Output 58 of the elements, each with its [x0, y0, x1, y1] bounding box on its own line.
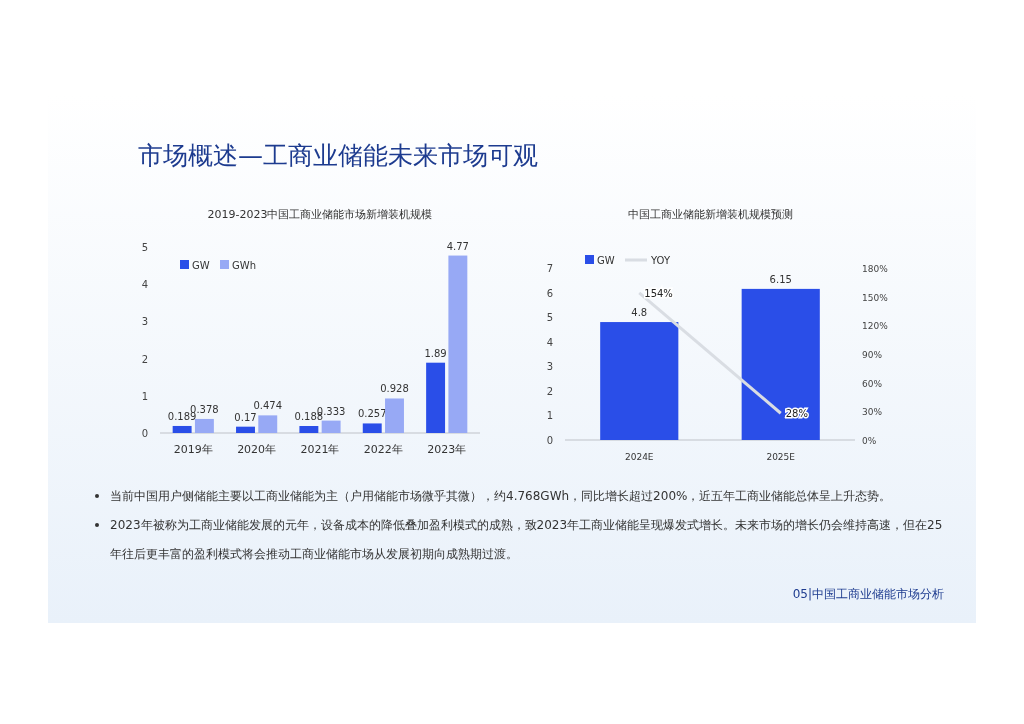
y2-tick-label: 180% — [862, 264, 889, 274]
y2-tick-label: 0% — [862, 436, 877, 446]
legend-label: GWh — [232, 260, 256, 271]
y-tick-label: 1 — [546, 410, 553, 422]
legend-label: GW — [192, 260, 210, 271]
y-tick-label: 1 — [141, 390, 148, 402]
y-tick-label: 4 — [141, 279, 148, 291]
y-tick-label: 5 — [141, 242, 148, 253]
y2-tick-label: 60% — [862, 378, 883, 389]
text: 市场概述—工商业储能未来市场可观 — [138, 141, 538, 170]
y-tick-label: 2 — [141, 353, 148, 365]
y2-tick-label: 90% — [862, 350, 883, 360]
data-label: 1.89 — [424, 347, 447, 359]
x-tick-label: 2020年 — [237, 443, 277, 456]
data-label: 4.77 — [446, 240, 469, 252]
x-tick-label: 2022年 — [363, 443, 403, 456]
bar — [385, 398, 404, 433]
data-label: 28% — [785, 408, 808, 420]
y-tick-label: 6 — [546, 287, 553, 299]
data-label: 154% — [644, 287, 673, 299]
bar — [299, 426, 319, 433]
bar — [194, 418, 214, 433]
legend-label: GW — [597, 255, 615, 266]
y2-tick-label: 150% — [862, 292, 889, 303]
y-tick-label: 5 — [546, 312, 553, 324]
data-label: 6.15 — [769, 273, 792, 285]
bar — [362, 423, 382, 433]
legend-label: YOY — [650, 255, 671, 266]
y-tick-label: 4 — [546, 336, 553, 348]
data-label: 0.928 — [380, 383, 409, 395]
data-label: 0.17 — [234, 411, 257, 423]
bar — [448, 255, 468, 433]
x-tick-label: 2023年 — [427, 443, 467, 456]
text: 2023年被称为工商业储能发展的元年，设备成本的降低叠加盈利模式的成熟，致2023年工商业储能呈现爆发式增长。未来市场的增长仍会维持高速，但在25年往后更丰富的盈利模式将会推动工商业储能市场从发展初期向成熟期过渡。 — [110, 518, 943, 561]
text: 05|中国工商业储能市场分析 — [792, 587, 944, 601]
x-tick-label: 2019年 — [173, 443, 213, 456]
y-tick-label: 2 — [546, 385, 553, 397]
y-tick-label: 3 — [546, 361, 553, 373]
text: 当前中国用户侧储能主要以工商业储能为主（户用储能市场微乎其微），约4.768GWh，同比增长超过200%，近五年工商业储能总体呈上升态势。 — [110, 489, 892, 503]
chart-title: 中国工商业储能新增装机规模预测 — [627, 208, 793, 221]
y-tick-label: 0 — [546, 435, 553, 446]
bar — [321, 420, 341, 433]
chart-title: 2019-2023中国工商业储能市场新增装机规模 — [207, 208, 433, 221]
y2-tick-label: 30% — [862, 407, 883, 418]
y-tick-label: 7 — [546, 263, 553, 274]
data-label: 4.8 — [631, 307, 648, 319]
data-label: 0.257 — [357, 408, 387, 420]
x-tick-label: 2025E — [766, 452, 796, 462]
x-tick-label: 2021年 — [300, 443, 340, 456]
y2-tick-label: 120% — [862, 321, 889, 332]
x-tick-label: 2024E — [624, 452, 654, 462]
data-label: 0.474 — [253, 400, 283, 412]
bar — [258, 415, 278, 433]
y-tick-label: 3 — [141, 316, 148, 328]
bar — [236, 426, 255, 433]
bar — [172, 425, 192, 433]
bar — [426, 362, 446, 433]
y-tick-label: 0 — [141, 428, 148, 439]
